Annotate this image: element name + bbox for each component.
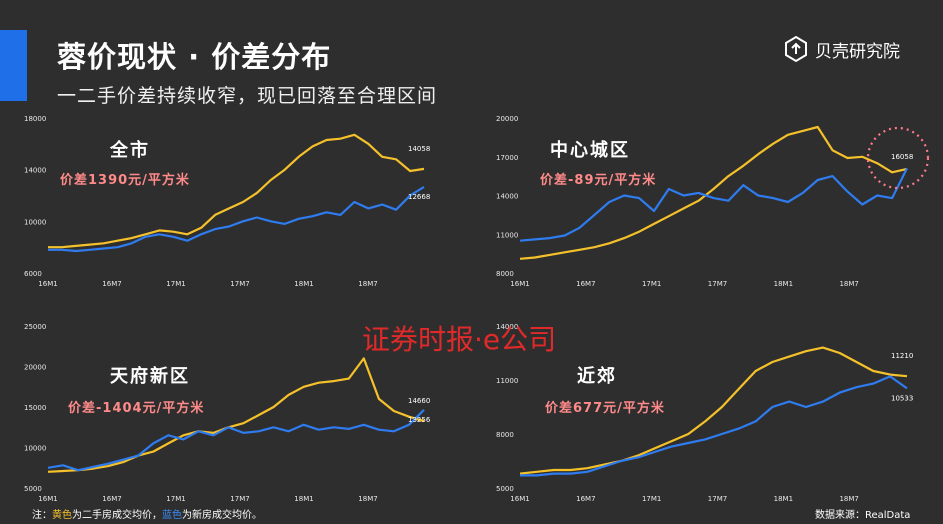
end-value-label: 10533 <box>891 394 913 402</box>
price-gap-annotation: 价差-89元/平方米 <box>540 172 656 188</box>
x-tick-label: 17M1 <box>642 280 661 288</box>
x-tick-label: 17M7 <box>708 280 727 288</box>
footnote-blue: 蓝色 <box>162 510 182 521</box>
x-tick-label: 18M7 <box>358 495 377 503</box>
x-tick-label: 17M7 <box>708 495 727 503</box>
logo-text: 贝壳研究院 <box>815 41 900 62</box>
chart-tianfu-new-area: 25000 20000 15000 10000 5000 16M1 16M7 17M1 17M7… <box>24 323 431 503</box>
x-tick-label: 17M1 <box>166 495 185 503</box>
data-source: 数据来源：RealData <box>815 510 911 521</box>
new-home-price-line <box>47 409 425 472</box>
end-value-label: 14058 <box>408 145 430 153</box>
price-gap-annotation: 价差1390元/平方米 <box>60 172 190 188</box>
new-home-price-line <box>520 375 908 477</box>
chart-title: 天府新区 <box>110 365 190 387</box>
y-tick-label: 15000 <box>24 404 46 412</box>
second-hand-price-line <box>48 133 425 249</box>
y-tick-label: 6000 <box>24 270 42 278</box>
y-tick-label: 14000 <box>24 167 46 175</box>
second-hand-price-line <box>519 346 908 475</box>
x-tick-label: 17M1 <box>166 280 185 288</box>
second-hand-price-line <box>519 125 908 260</box>
x-tick-label: 17M1 <box>642 495 661 503</box>
x-tick-label: 18M1 <box>294 495 313 503</box>
x-tick-label: 18M1 <box>774 495 793 503</box>
highlight-circle <box>866 126 930 190</box>
footnote: 注：黄色为二手房成交均价，蓝色为新房成交均价。 <box>32 506 262 521</box>
y-tick-label: 8000 <box>496 431 514 439</box>
end-value-label: 16058 <box>891 153 913 161</box>
x-tick-label: 16M7 <box>102 495 121 503</box>
logo-icon <box>785 35 807 63</box>
y-tick-label: 14000 <box>496 193 518 201</box>
y-tick-label: 18000 <box>24 115 46 123</box>
y-tick-label: 11000 <box>496 231 518 239</box>
footnote-yellow: 黄色 <box>52 510 72 521</box>
end-value-label: 13256 <box>408 416 431 424</box>
y-tick-label: 14000 <box>496 323 518 331</box>
y-tick-label: 5000 <box>24 485 42 493</box>
x-tick-label: 16M1 <box>510 495 529 503</box>
x-tick-label: 18M1 <box>294 280 313 288</box>
footnote-mid: 为二手房成交均价， <box>72 510 162 521</box>
second-hand-price-line <box>47 357 425 473</box>
page-title: 蓉价现状 · 价差分布 <box>57 40 332 74</box>
chart-central-district: 20000 17000 14000 11000 8000 16M1 16M7 17M1 17M7… <box>496 115 930 288</box>
new-home-price-line <box>519 167 908 242</box>
y-tick-label: 17000 <box>496 154 518 162</box>
x-tick-label: 18M1 <box>774 280 793 288</box>
y-tick-label: 10000 <box>24 218 46 226</box>
x-tick-label: 18M7 <box>839 280 858 288</box>
x-tick-label: 16M1 <box>38 495 57 503</box>
chart-citywide: 18000 14000 10000 6000 16M1 16M7 17M1 17M7 18M1 1… <box>24 115 430 288</box>
x-tick-label: 18M7 <box>839 495 858 503</box>
y-tick-label: 20000 <box>496 115 518 123</box>
end-value-label: 11210 <box>891 352 913 360</box>
y-tick-label: 5000 <box>496 485 514 493</box>
footnote-prefix: 注： <box>32 510 52 521</box>
x-tick-label: 16M1 <box>510 280 529 288</box>
end-value-label: 14660 <box>408 397 430 405</box>
x-tick-label: 17M7 <box>230 495 249 503</box>
chart-title: 近郊 <box>577 365 617 387</box>
y-tick-label: 10000 <box>24 445 46 453</box>
y-tick-label: 11000 <box>496 377 518 385</box>
end-value-label: 12668 <box>408 193 430 201</box>
footnote-suffix: 为新房成交均价。 <box>182 510 262 521</box>
x-tick-label: 16M7 <box>576 495 595 503</box>
x-tick-label: 16M7 <box>576 280 595 288</box>
x-tick-label: 16M7 <box>102 280 121 288</box>
x-tick-label: 17M7 <box>230 280 249 288</box>
x-tick-label: 18M7 <box>358 280 377 288</box>
new-home-price-line <box>48 185 425 253</box>
x-tick-label: 16M1 <box>38 280 57 288</box>
chart-suburbs: 14000 11000 8000 5000 16M1 16M7 17M1 17M7 18M1 18… <box>496 323 913 503</box>
price-gap-annotation: 价差-1404元/平方米 <box>68 400 204 416</box>
chart-title: 中心城区 <box>550 139 630 161</box>
y-tick-label: 25000 <box>24 323 46 331</box>
accent-bar <box>0 30 27 101</box>
watermark: 证券时报·e公司 <box>362 323 557 356</box>
logo: 贝壳研究院 <box>783 34 900 64</box>
y-tick-label: 20000 <box>24 364 46 372</box>
y-tick-label: 8000 <box>496 270 514 278</box>
page-subtitle: 一二手价差持续收窄，现已回落至合理区间 <box>57 85 438 107</box>
chart-title: 全市 <box>109 139 150 161</box>
price-gap-annotation: 价差677元/平方米 <box>545 400 665 416</box>
